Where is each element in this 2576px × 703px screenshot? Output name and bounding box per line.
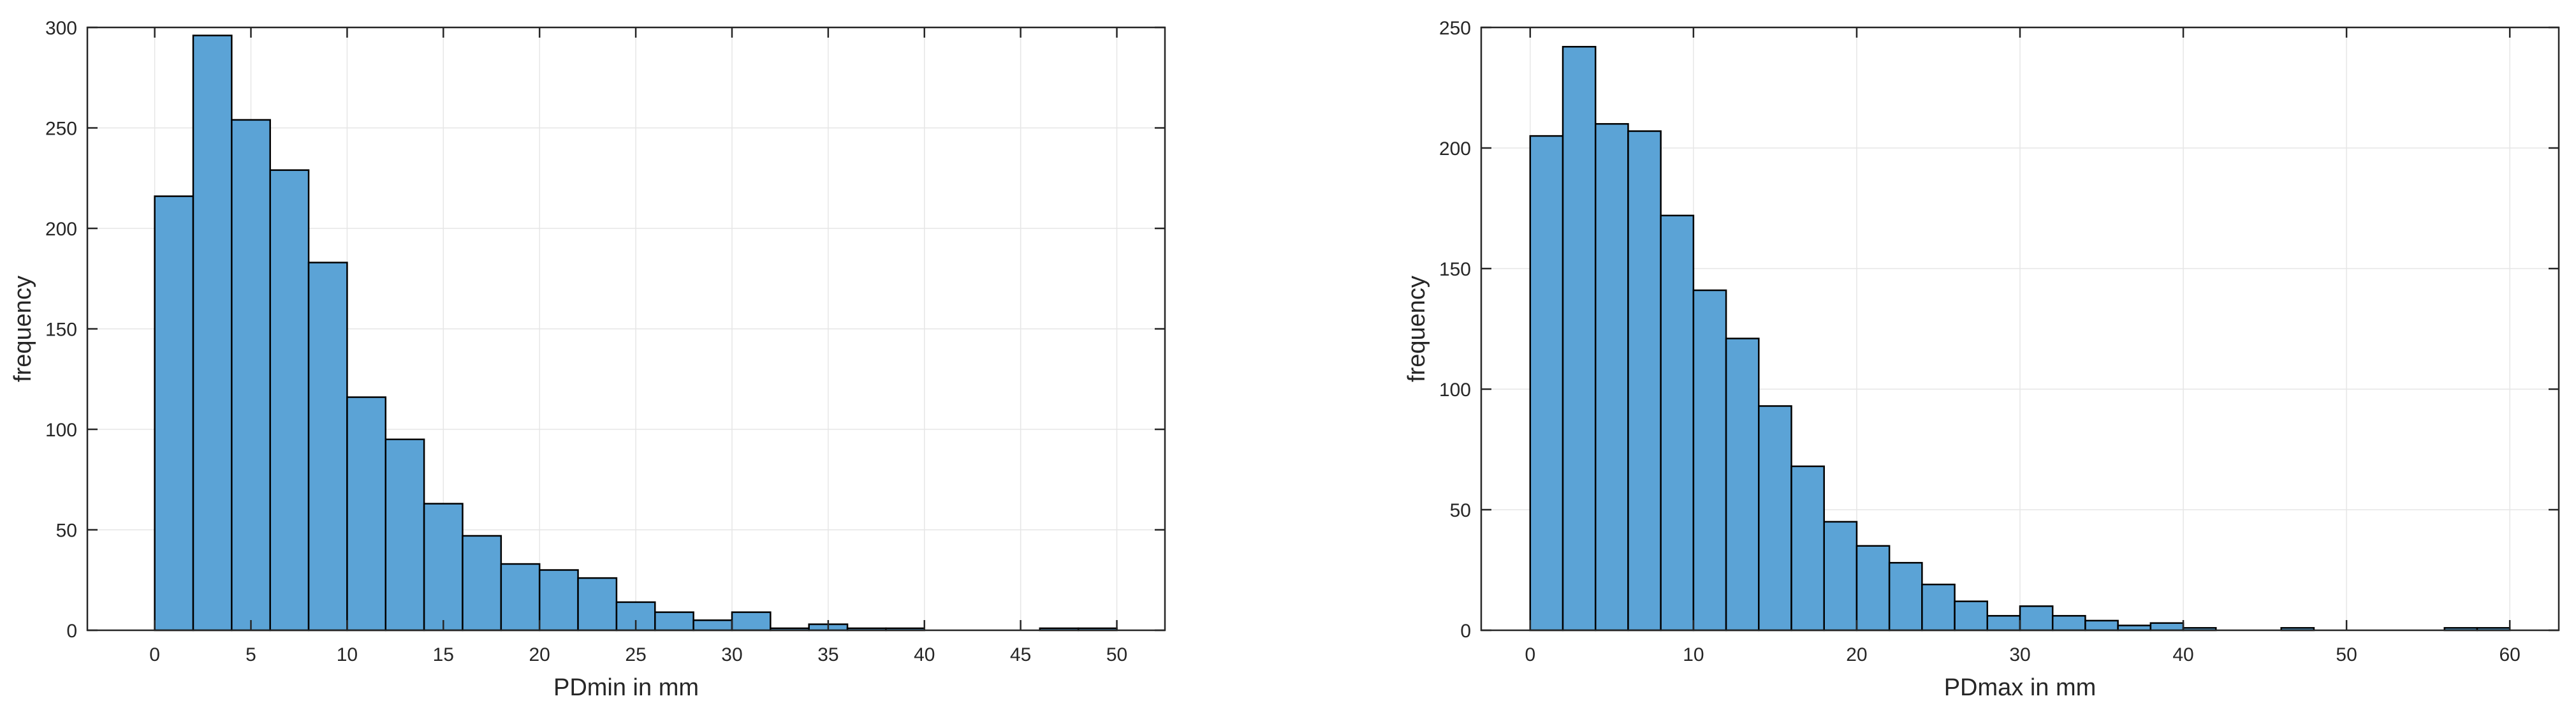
histogram-bar [231, 119, 271, 632]
histogram-bar [1790, 465, 1825, 632]
y-tick-label: 50 [1450, 500, 1471, 521]
histogram-bar [731, 611, 772, 632]
x-axis-label: PDmin in mm [553, 674, 699, 701]
y-axis-label: frequency [10, 276, 36, 382]
histogram-bar [538, 569, 579, 632]
histogram-bar [1529, 135, 1564, 632]
histogram-bar [1954, 600, 1989, 632]
y-tick-label: 250 [45, 119, 77, 140]
x-tick-label: 30 [2009, 644, 2030, 665]
histogram-bar [192, 34, 233, 632]
histogram-bar [462, 535, 502, 632]
histogram-bar [307, 262, 348, 632]
x-tick-label: 45 [1010, 644, 1031, 665]
y-tick-label: 0 [66, 621, 77, 642]
x-tick-label: 25 [625, 644, 646, 665]
histogram-bar [2019, 605, 2054, 632]
y-tick-label: 200 [1439, 138, 1471, 159]
histogram-bar [1823, 521, 1858, 632]
histogram-panel-2: 0 10 20 30 40 50 60 0 50 100 150 200 250 PDmax in mm f… [1403, 18, 2560, 701]
histogram-bar [346, 396, 387, 632]
histogram-bar [1921, 583, 1956, 632]
x-tick-label: 20 [1846, 644, 1867, 665]
histogram-bar [1725, 337, 1760, 632]
histogram-bar [1888, 561, 1923, 632]
x-tick-label: 15 [433, 644, 454, 665]
y-tick-label: 150 [45, 320, 77, 341]
x-tick-label: 5 [245, 644, 256, 665]
histogram-bar [2149, 622, 2184, 632]
histogram-bar [423, 503, 464, 632]
histogram-bar [1986, 615, 2021, 632]
histogram-bar [1758, 405, 1792, 632]
x-tick-label: 30 [721, 644, 742, 665]
histogram-bar [1562, 45, 1597, 632]
x-tick-label: 40 [2172, 644, 2193, 665]
x-tick-label: 60 [2499, 644, 2520, 665]
histogram-bar [2051, 615, 2086, 632]
y-tick-label: 150 [1439, 259, 1471, 280]
x-tick-label: 40 [914, 644, 935, 665]
histogram-bar [1855, 545, 1891, 632]
y-tick-label: 50 [56, 521, 77, 542]
x-tick-label: 50 [1106, 644, 1127, 665]
x-tick-label: 20 [529, 644, 550, 665]
histogram-bar [154, 195, 194, 632]
y-tick-label: 0 [1460, 621, 1471, 642]
histogram-panel-1: 0 5 10 15 20 25 30 35 40 45 50 0 50 100 150 200 250 300 PD… [10, 18, 1166, 701]
histogram-bar [500, 563, 541, 632]
histogram-bar [1692, 289, 1727, 632]
y-tick-label: 100 [45, 420, 77, 441]
x-axis-label: PDmax in mm [1944, 674, 2097, 701]
y-tick-label: 300 [45, 18, 77, 39]
histogram-bar [384, 438, 425, 632]
histogram-bar [2084, 619, 2119, 632]
histogram-bar [269, 169, 310, 632]
y-tick-label: 250 [1439, 18, 1471, 39]
histogram-bar [692, 619, 733, 632]
histogram-bar [577, 577, 618, 632]
y-tick-label: 200 [45, 219, 77, 240]
x-tick-label: 50 [2336, 644, 2357, 665]
bars [154, 34, 1118, 632]
x-tick-label: 0 [1525, 644, 1535, 665]
y-axis-label: frequency [1403, 276, 1430, 382]
x-tick-label: 10 [1683, 644, 1704, 665]
x-tick-label: 0 [149, 644, 160, 665]
y-tick-label: 100 [1439, 380, 1471, 401]
x-tick-label: 35 [817, 644, 838, 665]
x-tick-label: 10 [337, 644, 358, 665]
histogram-bar [1660, 214, 1695, 632]
histogram-bar [1594, 122, 1629, 632]
bars [1529, 45, 2511, 632]
histogram-bar [654, 611, 694, 632]
histogram-bar [1627, 130, 1662, 632]
